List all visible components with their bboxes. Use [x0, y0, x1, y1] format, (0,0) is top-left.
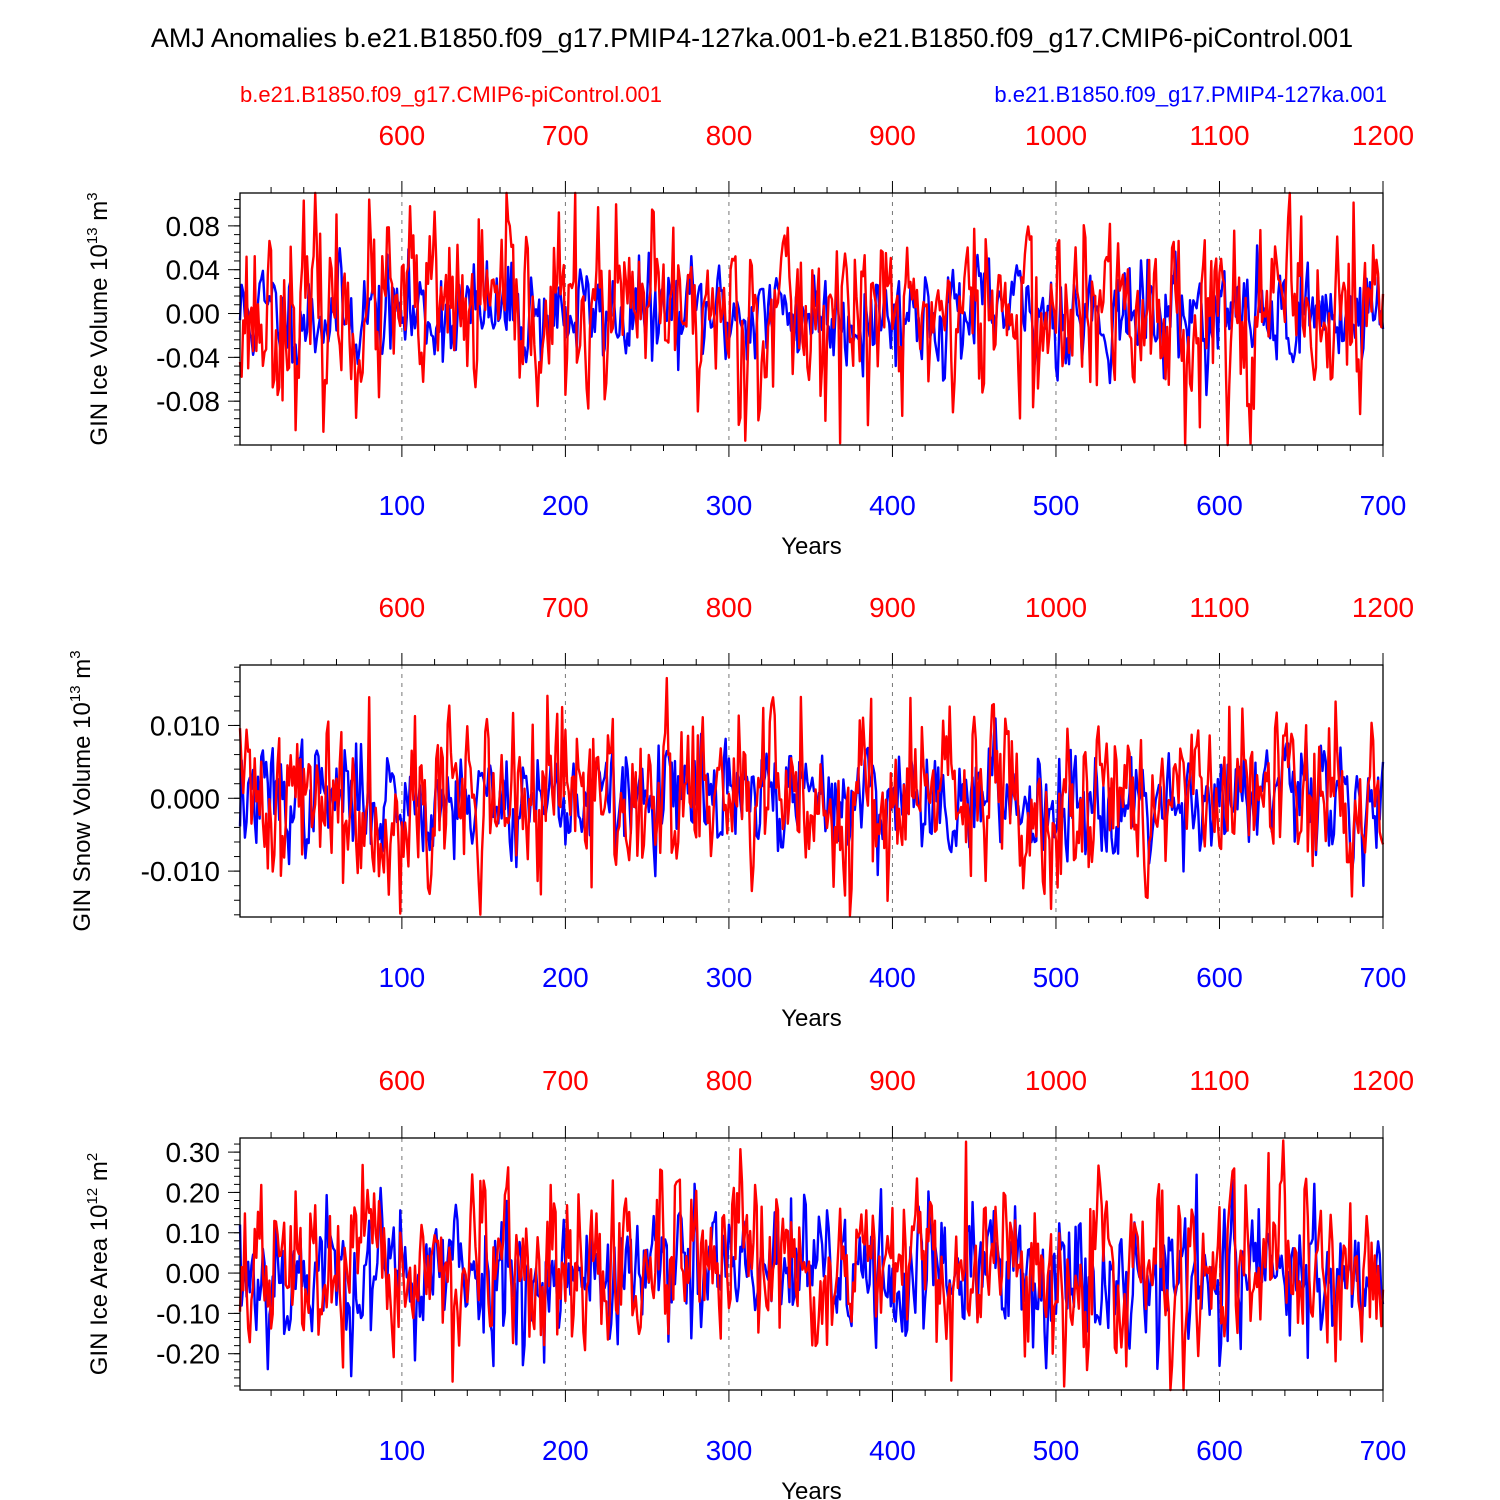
- x-top-tick-label: 1200: [1352, 120, 1414, 151]
- y-tick-label: 0.10: [166, 1218, 221, 1249]
- x-tick-label: 200: [542, 490, 589, 521]
- x-tick-label: 300: [706, 1435, 753, 1466]
- series-line-experiment: [238, 717, 1385, 888]
- legend-experiment-label: b.e21.B1850.f09_g17.PMIP4-127ka.001: [994, 82, 1387, 107]
- y-tick-label: 0.00: [166, 299, 221, 330]
- plot-frame: [239, 192, 1384, 446]
- x-tick-label: 500: [1033, 962, 1080, 993]
- y-tick-label: -0.10: [156, 1298, 220, 1329]
- x-tick-label: 500: [1033, 1435, 1080, 1466]
- x-tick-label: 700: [1360, 962, 1407, 993]
- x-tick-label: 600: [1196, 1435, 1243, 1466]
- x-top-tick-label: 900: [869, 1065, 916, 1096]
- panel-1: 100 200 300 400 500 600 700 600 700 800 900 1000 110…: [84, 120, 1414, 560]
- panel-2: 100 200 300 400 500 600 700 600 700 800 900 1000 110…: [67, 592, 1414, 1032]
- x-tick-label: 400: [869, 962, 916, 993]
- y-tick-label: 0.20: [166, 1177, 221, 1208]
- y-tick-label: 0.000: [150, 783, 220, 814]
- y-tick-label: 0.30: [166, 1137, 221, 1168]
- x-tick-label: 300: [706, 962, 753, 993]
- x-top-tick-label: 700: [542, 120, 589, 151]
- chart-title: AMJ Anomalies b.e21.B1850.f09_g17.PMIP4-…: [151, 23, 1353, 53]
- x-top-tick-label: 800: [706, 592, 753, 623]
- x-top-tick-label: 1100: [1189, 1065, 1249, 1096]
- x-tick-label: 400: [869, 1435, 916, 1466]
- x-tick-label: 700: [1360, 1435, 1407, 1466]
- x-top-tick-label: 700: [542, 592, 589, 623]
- y-tick-label: -0.010: [141, 856, 220, 887]
- y-axis-label: GIN Snow Volume 1013 m3: [67, 650, 96, 931]
- x-axis-label: Years: [781, 1478, 842, 1500]
- x-tick-label: 100: [379, 962, 426, 993]
- x-axis-label: Years: [781, 1005, 842, 1032]
- x-top-tick-label: 800: [706, 1065, 753, 1096]
- x-tick-label: 100: [379, 1435, 426, 1466]
- x-tick-label: 500: [1033, 490, 1080, 521]
- y-tick-label: 0.010: [150, 710, 220, 741]
- legend-control-label: b.e21.B1850.f09_g17.CMIP6-piControl.001: [240, 82, 662, 107]
- x-top-tick-label: 1000: [1025, 592, 1087, 623]
- x-tick-label: 400: [869, 490, 916, 521]
- series-line-control: [238, 191, 1385, 447]
- x-top-tick-label: 700: [542, 1065, 589, 1096]
- y-tick-label: -0.08: [156, 386, 220, 417]
- x-top-tick-label: 1100: [1189, 120, 1249, 151]
- plot-frame: [239, 1137, 1384, 1391]
- x-top-tick-label: 800: [706, 120, 753, 151]
- y-tick-label: 0.04: [166, 255, 221, 286]
- x-tick-label: 200: [542, 962, 589, 993]
- y-axis-label: GIN Ice Volume 1013 m3: [84, 192, 113, 445]
- x-top-tick-label: 1200: [1352, 1065, 1414, 1096]
- x-top-tick-label: 600: [379, 120, 426, 151]
- x-top-tick-label: 1000: [1025, 120, 1087, 151]
- x-tick-label: 300: [706, 490, 753, 521]
- x-tick-label: 600: [1196, 962, 1243, 993]
- series-line-control: [238, 676, 1385, 917]
- y-tick-label: -0.20: [156, 1339, 220, 1370]
- x-tick-label: 700: [1360, 490, 1407, 521]
- x-tick-label: 200: [542, 1435, 589, 1466]
- series-line-control: [238, 1139, 1385, 1392]
- y-tick-label: 0.08: [166, 211, 221, 242]
- y-tick-label: 0.00: [166, 1258, 221, 1289]
- x-top-tick-label: 600: [379, 592, 426, 623]
- x-axis-label: Years: [781, 533, 842, 560]
- plot-frame: [239, 664, 1384, 918]
- x-top-tick-label: 1100: [1189, 592, 1249, 623]
- x-top-tick-label: 900: [869, 120, 916, 151]
- x-top-tick-label: 900: [869, 592, 916, 623]
- x-top-tick-label: 1200: [1352, 592, 1414, 623]
- x-tick-label: 100: [379, 490, 426, 521]
- y-axis-label: GIN Ice Area 1012 m2: [84, 1153, 113, 1375]
- x-tick-label: 600: [1196, 490, 1243, 521]
- y-tick-label: -0.04: [156, 342, 220, 373]
- panel-3: 100 200 300 400 500 600 700 600 700 800 900 1000 110…: [84, 1065, 1414, 1500]
- x-top-tick-label: 1000: [1025, 1065, 1087, 1096]
- panels-group: 100 200 300 400 500 600 700 600 700 800 900 1000 110…: [67, 120, 1414, 1500]
- x-top-tick-label: 600: [379, 1065, 426, 1096]
